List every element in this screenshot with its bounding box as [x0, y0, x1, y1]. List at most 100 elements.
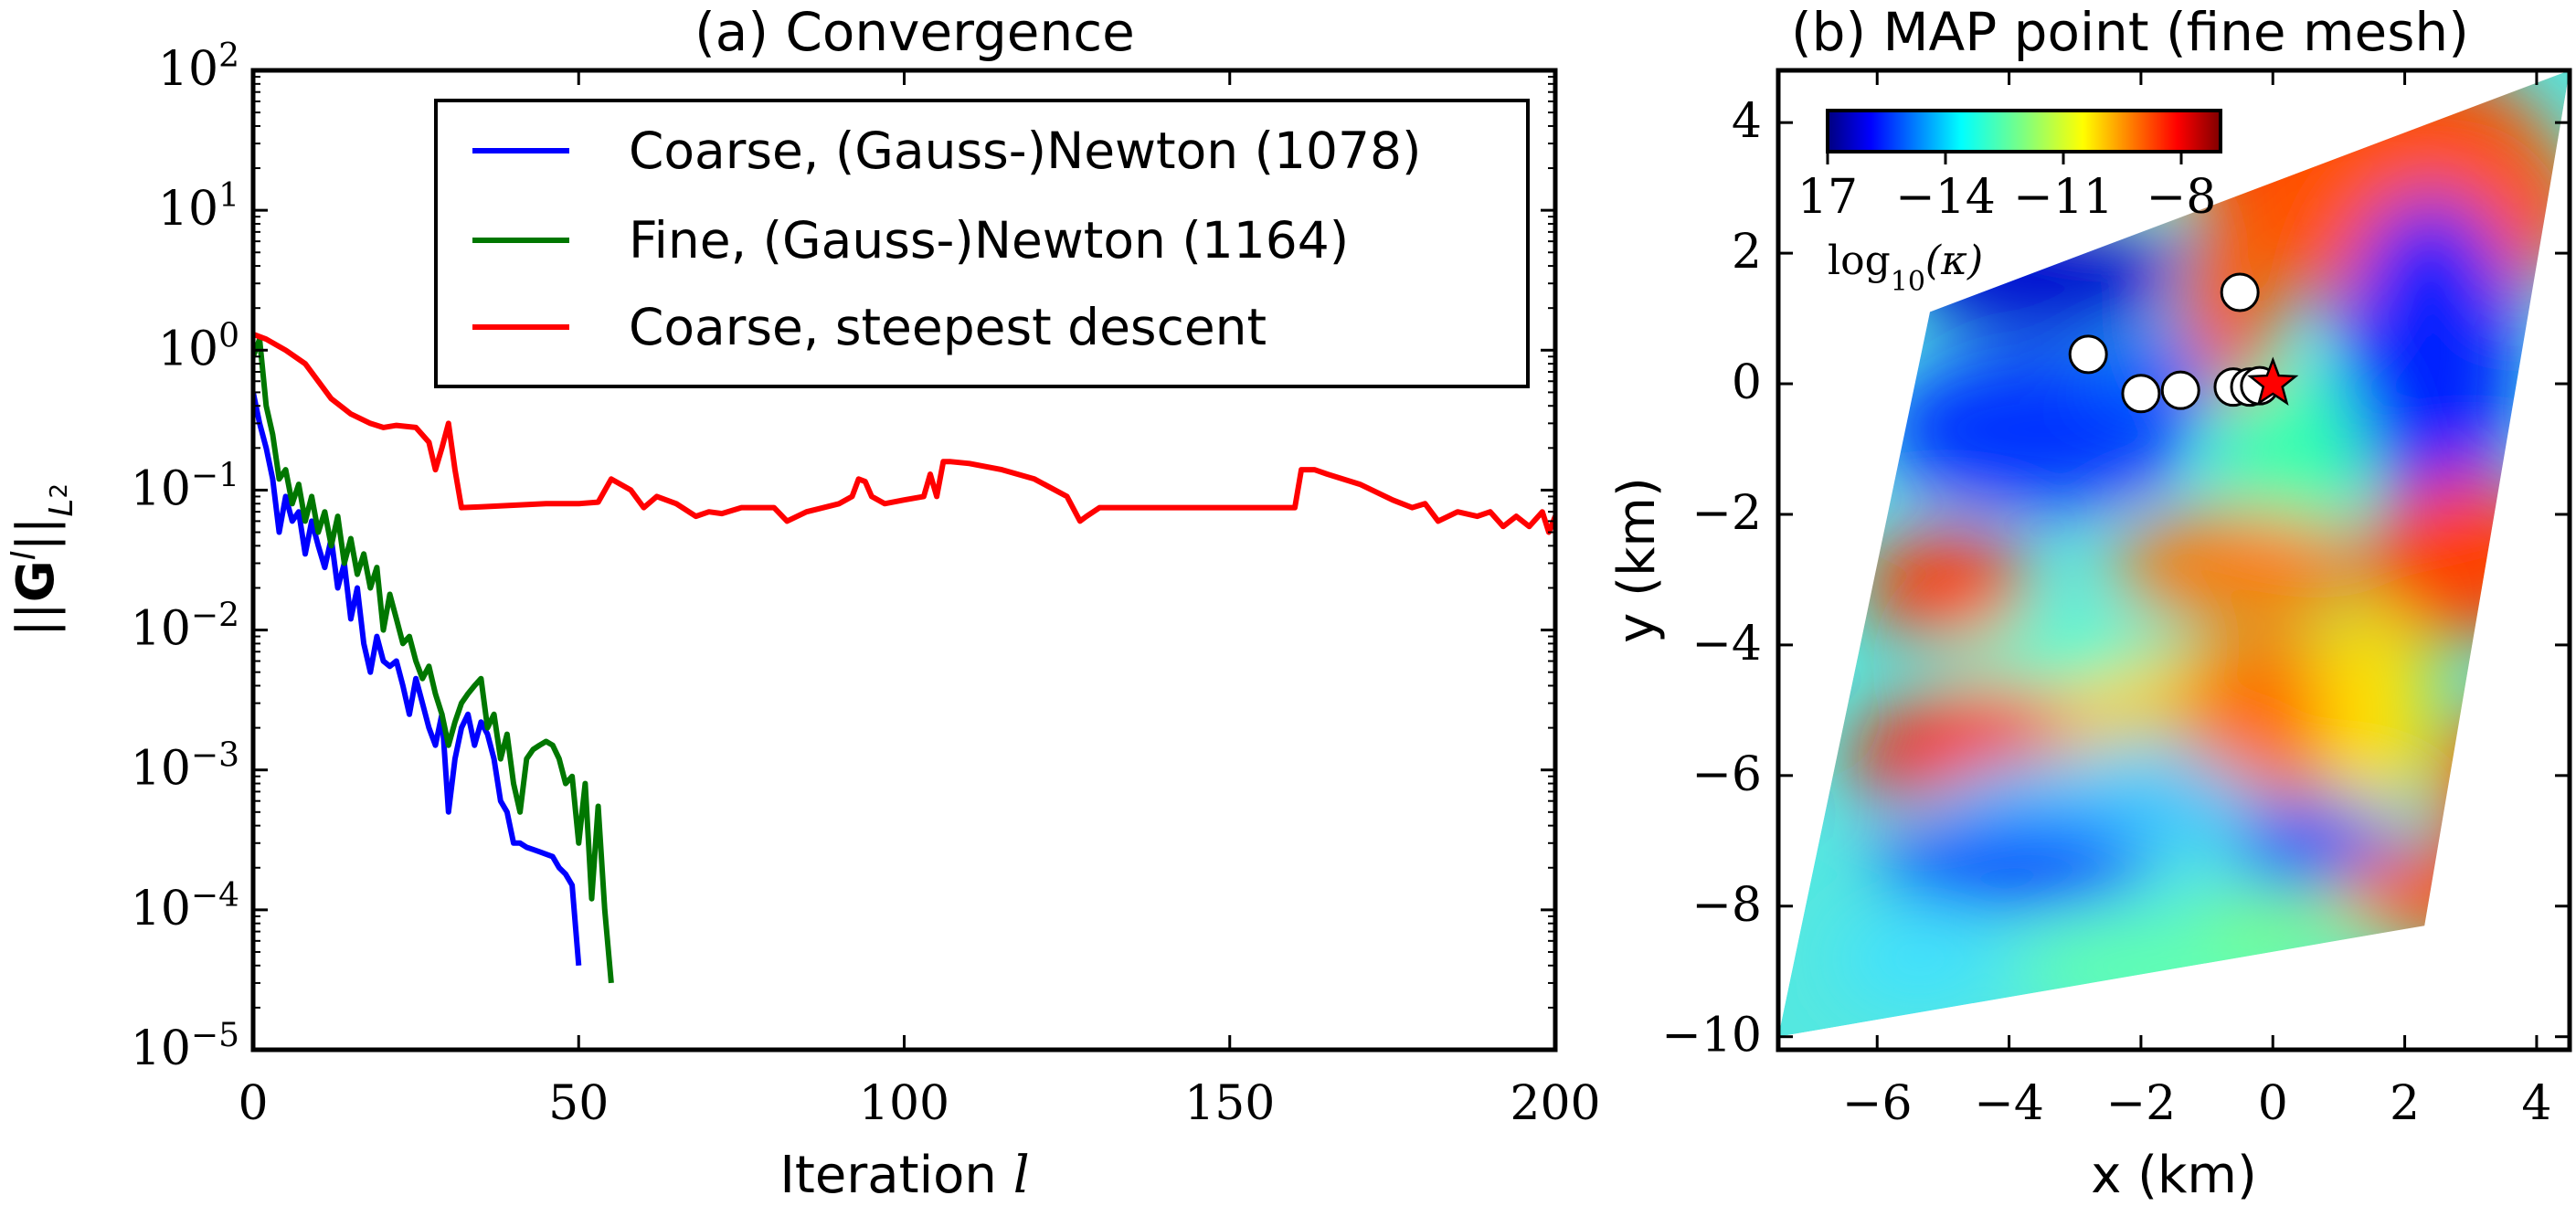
map-y-tick-label: −8	[1691, 878, 1762, 933]
field-blob	[2111, 512, 2367, 621]
colorbar-label: log10(κ)	[1828, 238, 1983, 298]
colorbar-tick-label: −8	[2147, 170, 2217, 225]
y-tick-mantissa: 10	[131, 882, 191, 936]
x-tick-label: 50	[548, 1076, 609, 1131]
map-ticks: −6 −4 −2 0 2 4 4 2 0 −2 −4 −6 −8 −10	[1661, 70, 2570, 1131]
legend-label-coarse-newton: Coarse, (Gauss-)Newton (1078)	[629, 122, 1422, 180]
legend-label-fine-newton: Fine, (Gauss-)Newton (1164)	[629, 211, 1349, 270]
x-tick-label: 0	[238, 1076, 268, 1131]
convergence-panel: (a) Convergence 0 50 100 150 20010210110010−…	[5, 1, 1601, 1205]
x-tick-label: 200	[1510, 1076, 1600, 1131]
legend: Coarse, (Gauss-)Newton (1078) Fine, (Gau…	[434, 99, 1530, 388]
y-tick-mantissa: 10	[158, 322, 218, 376]
colorbar-tick-label: −14	[1895, 170, 1996, 225]
y-tick-label: 100	[158, 317, 239, 377]
map-x-tick-label: −4	[1974, 1076, 2044, 1131]
y-tick-exponent: 1	[218, 177, 239, 215]
colorbar-label-base: log	[1828, 238, 1891, 284]
field-blob	[2440, 704, 2568, 868]
y-tick-mantissa: 10	[131, 461, 191, 516]
colorbar-label-arg: (κ)	[1925, 238, 1983, 284]
y-tick-exponent: 2	[218, 37, 239, 75]
map-point-panel: (b) MAP point (fine mesh)	[1607, 1, 2572, 1205]
y-tick-mantissa: 10	[131, 602, 191, 657]
series-line-2	[253, 331, 1555, 535]
y-tick-exponent: 0	[218, 317, 239, 354]
y-tick-exponent: −5	[191, 1017, 239, 1054]
y-tick-exponent: −3	[191, 736, 239, 774]
convergence-ylabel: ||Gl||L2	[5, 483, 80, 637]
x-tick-label: 150	[1184, 1076, 1275, 1131]
map-y-tick-label: 2	[1732, 225, 1762, 280]
legend-entry-steepest-descent: Coarse, steepest descent	[472, 298, 1267, 356]
series-layer	[253, 331, 1555, 984]
y-tick-mantissa: 10	[158, 182, 218, 237]
ylabel-norm-right: ||	[6, 517, 66, 552]
map-x-tick-label: 2	[2390, 1076, 2420, 1131]
map-plot-frame	[1776, 68, 2572, 1053]
field-blob	[2344, 196, 2518, 516]
map-y-tick-label: −10	[1661, 1009, 1762, 1063]
colorbar: 17 −14 −11 −8 log10(κ)	[1797, 109, 2222, 298]
y-tick-mantissa: 10	[131, 742, 191, 797]
map-ylabel: y (km)	[1607, 477, 1667, 643]
convergence-title: (a) Convergence	[694, 1, 1135, 63]
series-line-0	[253, 391, 582, 967]
field-blob	[1873, 822, 2147, 904]
iterate-marker	[2068, 334, 2108, 375]
colorbar-gradient	[1826, 109, 2222, 153]
convergence-xlabel-word: Iteration	[779, 1146, 1012, 1205]
y-tick-label: 10−2	[131, 597, 239, 657]
legend-entry-coarse-newton: Coarse, (Gauss-)Newton (1078)	[472, 122, 1422, 180]
field-blob	[2221, 375, 2367, 539]
map-x-tick-label: 0	[2258, 1076, 2288, 1131]
map-y-tick-label: 0	[1732, 355, 1762, 410]
y-tick-exponent: −1	[191, 457, 239, 494]
iterate-marker	[2121, 374, 2161, 414]
map-x-tick-label: −2	[2106, 1076, 2177, 1131]
y-tick-label: 10−4	[131, 876, 239, 936]
map-x-tick-label: 4	[2521, 1076, 2551, 1131]
map-y-tick-label: −6	[1691, 747, 1762, 802]
convergence-ticks: 0 50 100 150 20010210110010−110−210−310−410−…	[131, 37, 1601, 1132]
y-tick-exponent: −2	[191, 597, 239, 634]
y-tick-label: 10−5	[131, 1017, 239, 1077]
y-tick-label: 10−3	[131, 736, 239, 797]
map-title: (b) MAP point (fine mesh)	[1791, 1, 2469, 63]
y-tick-label: 101	[158, 177, 239, 238]
colorbar-ticks: 17 −14 −11 −8	[1797, 152, 2216, 225]
y-tick-mantissa: 10	[131, 1021, 191, 1076]
map-y-tick-label: 4	[1732, 94, 1762, 149]
field-blob	[1837, 914, 2001, 1005]
ylabel-sup: l	[5, 551, 43, 560]
map-y-tick-label: −4	[1691, 617, 1762, 672]
ylabel-norm-left: ||	[6, 602, 66, 637]
field-blob	[1864, 530, 2029, 640]
iterate-marker	[2160, 370, 2200, 410]
map-x-tick-label: −6	[1842, 1076, 1913, 1131]
convergence-xlabel-var: l	[1013, 1146, 1030, 1205]
legend-box	[434, 99, 1530, 388]
ylabel-sub: L	[43, 499, 80, 517]
iterate-marker	[2220, 272, 2260, 312]
convergence-xlabel: Iteration l	[779, 1146, 1029, 1205]
y-tick-label: 10−1	[131, 457, 239, 517]
map-xlabel: x (km)	[2091, 1146, 2257, 1205]
y-tick-mantissa: 10	[158, 42, 218, 97]
field-blob	[2321, 603, 2431, 822]
map-markers	[2068, 272, 2299, 414]
ylabel-G: G	[6, 560, 66, 602]
legend-label-steepest-descent: Coarse, steepest descent	[629, 298, 1267, 356]
x-tick-label: 100	[859, 1076, 949, 1131]
y-tick-exponent: −4	[191, 876, 239, 914]
legend-entry-fine-newton: Fine, (Gauss-)Newton (1164)	[472, 211, 1349, 270]
ylabel-sub2: 2	[46, 483, 73, 499]
map-y-tick-label: −2	[1691, 486, 1762, 541]
colorbar-label-sub: 10	[1891, 266, 1925, 298]
map-point-star	[2247, 356, 2299, 406]
colorbar-tick-label: −11	[2013, 170, 2114, 225]
series-line-1	[253, 336, 614, 984]
y-tick-label: 102	[158, 37, 239, 98]
field-blob	[2202, 891, 2367, 955]
